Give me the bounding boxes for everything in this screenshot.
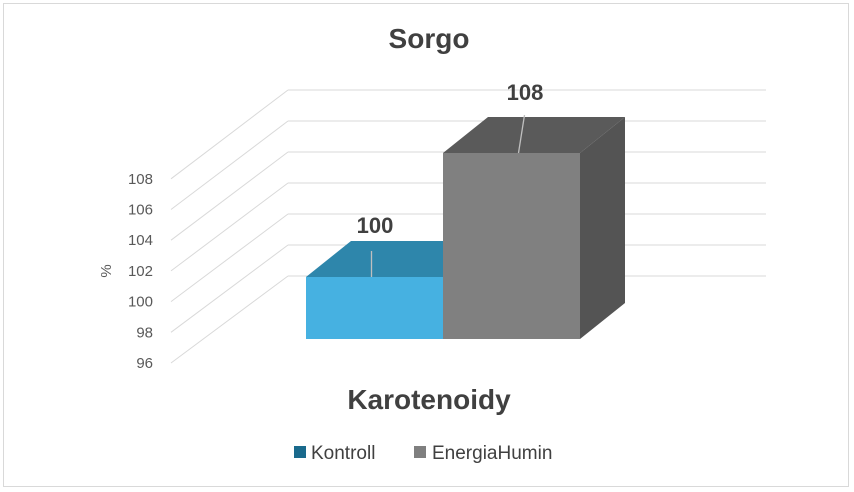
y-tick-label: 108 <box>128 171 153 188</box>
bar-front-kontroll <box>306 277 443 339</box>
bars <box>306 117 625 339</box>
data-label: 100 <box>357 213 394 238</box>
data-label-leader <box>517 114 526 154</box>
y-tick-label: 98 <box>136 324 153 341</box>
y-tick-label: 102 <box>128 263 153 280</box>
data-labels: 100 108 <box>357 80 544 277</box>
bar-top-energiahumin <box>443 117 625 153</box>
bar-side-energiahumin <box>580 117 625 339</box>
bar-front-energiahumin <box>443 153 580 339</box>
y-tick-label: 106 <box>128 202 153 219</box>
chart-frame: 96 98 100 102 104 106 108 100 108 Sorgo % Karot… <box>3 3 849 487</box>
y-axis-label: % <box>98 264 115 277</box>
gridline-diagonal <box>170 244 289 333</box>
x-axis-title: Karotenoidy <box>347 384 511 415</box>
gridline-diagonal <box>170 213 289 303</box>
gridline-diagonal <box>170 120 289 210</box>
bar-top-kontroll <box>306 241 488 277</box>
gridline-diagonal <box>170 182 289 272</box>
y-tick-label: 104 <box>128 232 153 249</box>
chart-title: Sorgo <box>389 23 470 54</box>
data-label: 108 <box>507 80 544 105</box>
legend-label-kontroll: Kontroll <box>311 443 375 464</box>
legend-label-energiahumin: EnergiaHumin <box>432 443 552 464</box>
legend-swatch-kontroll <box>294 446 306 458</box>
y-tick-label: 96 <box>136 355 153 372</box>
gridline-diagonal <box>170 275 289 364</box>
gridline-diagonal <box>170 151 289 241</box>
chart-svg: 96 98 100 102 104 106 108 100 108 Sorgo % Karot… <box>98 23 766 464</box>
y-tick-label: 100 <box>128 294 153 311</box>
legend: Kontroll EnergiaHumin <box>294 443 552 464</box>
y-axis-ticks: 96 98 100 102 104 106 108 <box>128 171 153 372</box>
gridline-diagonal <box>170 89 289 180</box>
legend-swatch-energiahumin <box>414 446 426 458</box>
